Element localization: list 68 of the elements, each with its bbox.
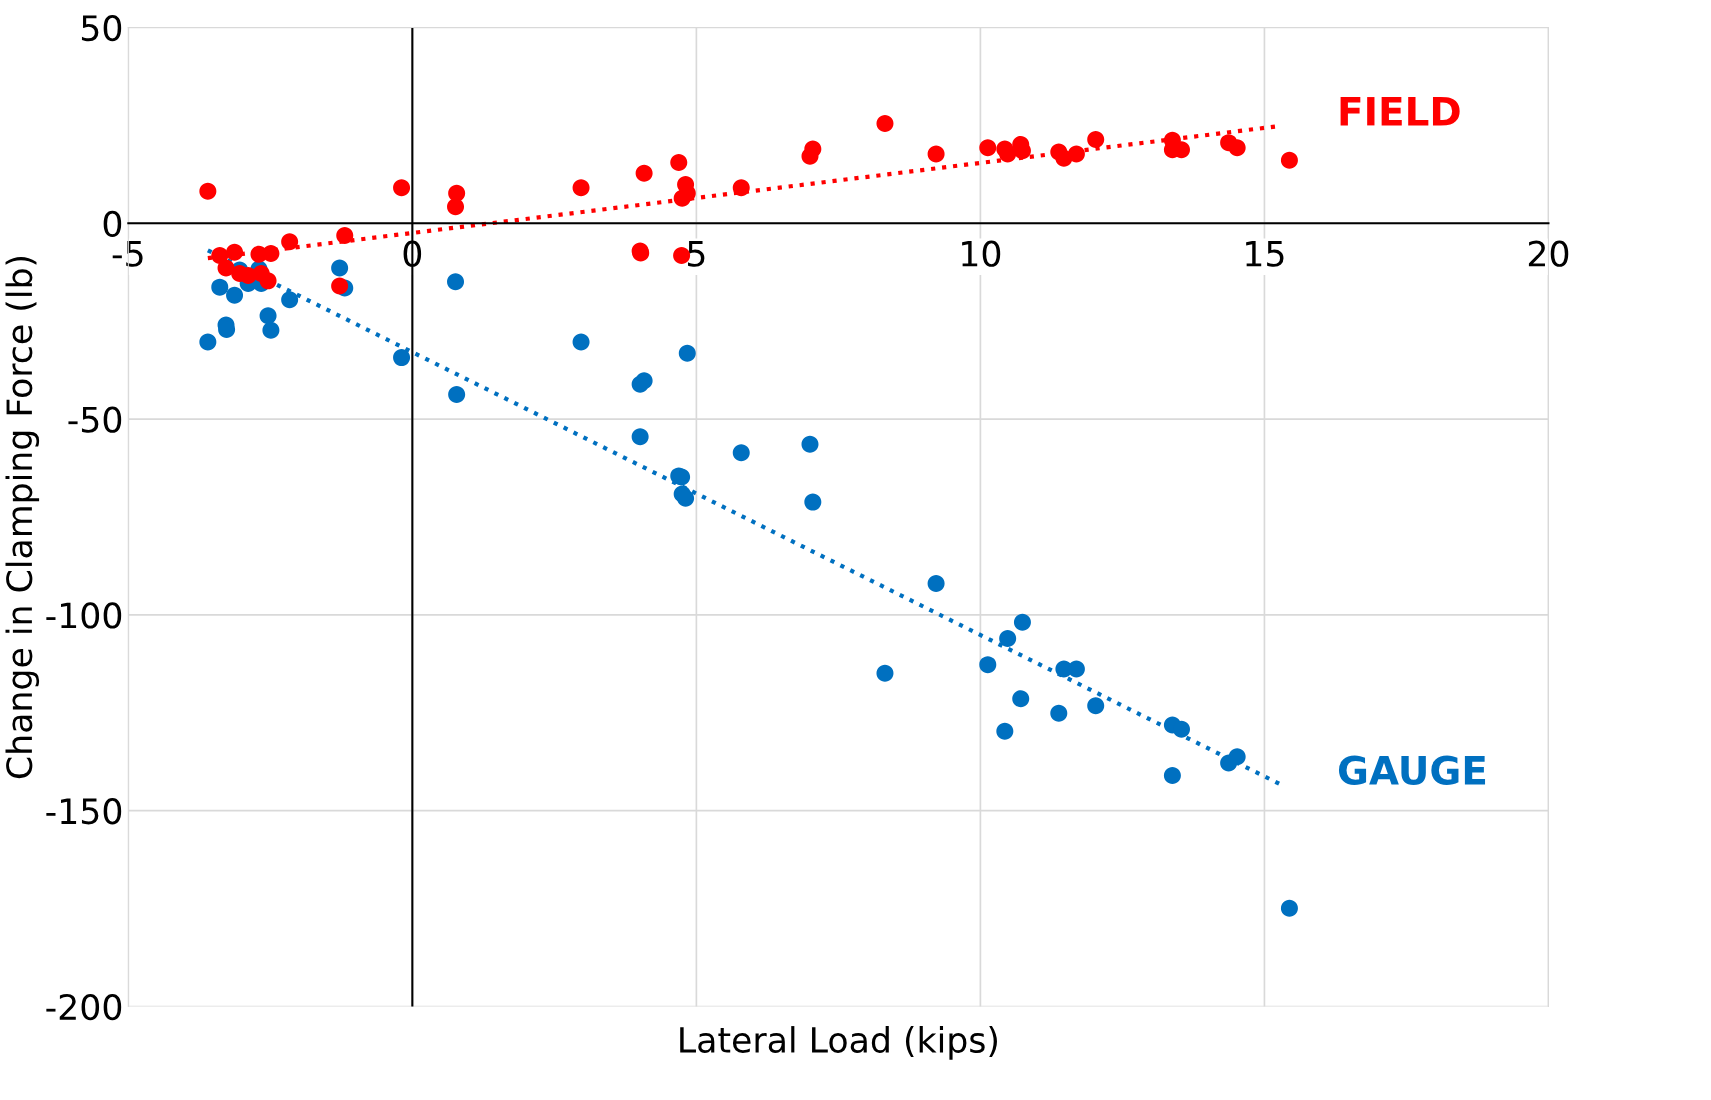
x-tick-label: 20 [1528, 240, 1569, 267]
point [1050, 704, 1068, 722]
x-tick-label: 15 [1246, 241, 1284, 267]
point [331, 259, 349, 277]
point [801, 435, 819, 453]
y-tick-label: 50 [81, 14, 122, 42]
point [1013, 613, 1031, 631]
point [1172, 720, 1190, 738]
point [262, 244, 280, 262]
point [199, 182, 217, 200]
point [631, 428, 649, 446]
series-label: FIELD [1340, 97, 1460, 126]
point [670, 154, 688, 172]
point [927, 575, 945, 593]
point [447, 273, 465, 291]
point [226, 243, 244, 261]
point [572, 333, 590, 351]
y-tick-label: -50 [68, 406, 122, 433]
point [979, 656, 997, 674]
point [999, 629, 1017, 647]
point [336, 226, 354, 244]
point [927, 145, 945, 163]
point [393, 349, 411, 367]
point [1228, 139, 1246, 157]
point [393, 179, 411, 197]
point [996, 722, 1014, 740]
point [448, 385, 466, 403]
point [226, 286, 244, 304]
point [281, 291, 299, 309]
point [677, 489, 695, 507]
x-axis-title: Lateral Load (kips) [680, 1026, 997, 1060]
point [1087, 697, 1105, 715]
point [211, 278, 229, 296]
point [1280, 899, 1298, 917]
point [1087, 130, 1105, 148]
point [804, 493, 822, 511]
point [1067, 145, 1085, 163]
point [1012, 690, 1030, 708]
point [732, 444, 750, 462]
point [635, 372, 653, 390]
point [1228, 748, 1246, 766]
y-tick-label: -150 [46, 798, 122, 825]
y-tick-label: -100 [46, 602, 122, 629]
point [572, 179, 590, 197]
x-tick-label: 10 [962, 240, 1001, 267]
point [876, 664, 894, 682]
point [1280, 151, 1298, 169]
point [1163, 766, 1181, 784]
point [635, 164, 653, 182]
point [979, 139, 997, 157]
point [259, 272, 277, 290]
point [331, 277, 349, 295]
y-tick-label: 0 [103, 210, 122, 237]
text: GAUGE [1338, 755, 1486, 786]
point [732, 179, 750, 197]
point [262, 321, 280, 339]
point [804, 140, 822, 158]
point [281, 233, 299, 251]
point [217, 259, 235, 277]
point [678, 344, 696, 362]
y-axis-title: Change in Clamping Force (lb) [5, 256, 40, 779]
y-tick-label: -200 [46, 993, 122, 1021]
x-tick-label: -5 [112, 241, 143, 267]
point [259, 307, 277, 325]
point [199, 333, 217, 351]
x-tick-label: 5 [688, 241, 705, 267]
point [876, 114, 894, 132]
point [448, 184, 466, 202]
